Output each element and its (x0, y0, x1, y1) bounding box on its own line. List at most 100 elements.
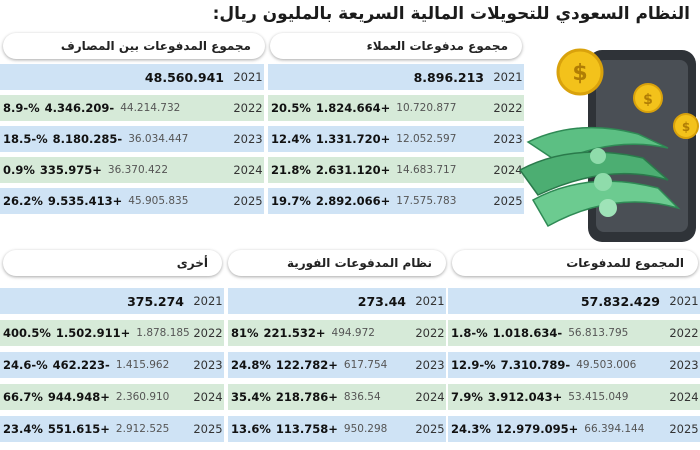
row-absolute-change: 2.631.120+ (315, 163, 391, 177)
row-percent-change: 400.5% (3, 326, 51, 340)
header-customers: مجموع مدفوعات العملاء (270, 33, 522, 59)
row-year: 2021 (193, 294, 223, 308)
table-row: 23.4% 551.615+ 2.912.525 2025 (0, 416, 224, 442)
row-total-value: 14.683.717 (396, 164, 457, 176)
row-absolute-change: 1.502.911+ (55, 326, 131, 340)
table-row: 81% 221.532+ 494.972 2022 (228, 320, 446, 346)
row-absolute-change: 7.310.789- (500, 358, 571, 372)
coin-icon-3 (673, 113, 699, 139)
row-percent-change: 35.4% (231, 390, 271, 404)
row-total-value: 2.360.910 (115, 391, 170, 403)
row-total-value: 49.503.006 (576, 359, 637, 371)
row-year: 2025 (415, 422, 445, 436)
row-total-value: 273.44 (357, 293, 406, 309)
row-year: 2025 (669, 422, 699, 436)
row-year: 2024 (415, 390, 445, 404)
row-total-value: 53.415.049 (568, 391, 629, 403)
svg-text:$: $ (643, 92, 653, 108)
table-row: 8.896.213 2021 (268, 64, 524, 90)
row-year: 2025 (493, 194, 523, 208)
row-percent-change: 0.9% (3, 163, 35, 177)
row-absolute-change: 462.223- (52, 358, 110, 372)
row-absolute-change: 8.180.285- (52, 132, 123, 146)
row-absolute-change: 218.786+ (275, 390, 338, 404)
row-absolute-change: 1.331.720+ (315, 132, 391, 146)
table-row: 24.8% 122.782+ 617.754 2023 (228, 352, 446, 378)
page-title: النظام السعودي للتحويلات المالية السريعة… (212, 4, 690, 24)
row-year: 2023 (193, 358, 223, 372)
row-percent-change: 20.5% (271, 101, 311, 115)
table-row: 24.3% 12.979.095+ 66.394.144 2025 (448, 416, 700, 442)
table-row: 12.9-% 7.310.789- 49.503.006 2023 (448, 352, 700, 378)
row-total-value: 57.832.429 (580, 293, 660, 309)
table-row: 19.7% 2.892.066+ 17.575.783 2025 (268, 188, 524, 214)
table-row: 35.4% 218.786+ 836.54 2024 (228, 384, 446, 410)
row-percent-change: 81% (231, 326, 259, 340)
table-row: 0.9% 335.975+ 36.370.422 2024 (0, 157, 264, 183)
table-row: 13.6% 113.758+ 950.298 2025 (228, 416, 446, 442)
row-percent-change: 24.3% (451, 422, 491, 436)
row-year: 2023 (669, 358, 699, 372)
row-total-value: 48.560.941 (144, 69, 224, 85)
row-total-value: 494.972 (331, 327, 375, 339)
row-absolute-change: 1.018.634- (492, 326, 563, 340)
row-percent-change: 66.7% (3, 390, 43, 404)
coin-icon (556, 48, 604, 96)
row-total-value: 1.415.962 (115, 359, 170, 371)
row-absolute-change: 335.975+ (39, 163, 102, 177)
row-absolute-change: 2.892.066+ (315, 194, 391, 208)
row-year: 2022 (233, 101, 263, 115)
row-absolute-change: 1.824.664+ (315, 101, 391, 115)
table-row: 8.9-% 4.346.209- 44.214.732 2022 (0, 95, 264, 121)
row-year: 2025 (233, 194, 263, 208)
row-percent-change: 26.2% (3, 194, 43, 208)
row-absolute-change: 944.948+ (47, 390, 110, 404)
row-absolute-change: 3.912.043+ (487, 390, 563, 404)
coin-icon-2 (633, 83, 663, 113)
row-total-value: 44.214.732 (120, 102, 181, 114)
row-percent-change: 12.4% (271, 132, 311, 146)
row-total-value: 950.298 (343, 423, 388, 435)
row-year: 2021 (415, 294, 445, 308)
row-total-value: 36.370.422 (107, 164, 169, 176)
row-year: 2024 (233, 163, 263, 177)
row-absolute-change: 4.346.209- (44, 101, 115, 115)
row-absolute-change: 12.979.095+ (495, 422, 579, 436)
row-absolute-change: 551.615+ (47, 422, 110, 436)
table-row: 375.274 2021 (0, 288, 224, 314)
row-percent-change: 12.9-% (451, 358, 496, 372)
header-instant: نظام المدفوعات الفورية (228, 250, 446, 276)
table-row: 1.8-% 1.018.634- 56.813.795 2022 (448, 320, 700, 346)
row-absolute-change: 122.782+ (275, 358, 338, 372)
row-percent-change: 13.6% (231, 422, 271, 436)
row-total-value: 36.034.447 (128, 133, 189, 145)
table-row: 21.8% 2.631.120+ 14.683.717 2024 (268, 157, 524, 183)
row-percent-change: 7.9% (451, 390, 483, 404)
header-other: أخرى (3, 250, 222, 276)
row-year: 2025 (193, 422, 223, 436)
row-year: 2023 (415, 358, 445, 372)
row-percent-change: 21.8% (271, 163, 311, 177)
row-percent-change: 23.4% (3, 422, 43, 436)
row-year: 2022 (669, 326, 699, 340)
row-year: 2023 (233, 132, 263, 146)
row-year: 2021 (669, 294, 699, 308)
row-year: 2024 (669, 390, 699, 404)
table-row: 273.44 2021 (228, 288, 446, 314)
table-row: 18.5-% 8.180.285- 36.034.447 2023 (0, 126, 264, 152)
row-year: 2022 (493, 101, 523, 115)
row-total-value: 617.754 (343, 359, 388, 371)
svg-text:$: $ (572, 61, 587, 86)
row-percent-change: 19.7% (271, 194, 311, 208)
row-total-value: 2.912.525 (115, 423, 170, 435)
phone-money-illustration: $ $ $ (518, 48, 699, 242)
row-total-value: 1.878.185 (136, 327, 190, 339)
table-row: 24.6-% 462.223- 1.415.962 2023 (0, 352, 224, 378)
banknotes-icon (518, 126, 681, 228)
row-total-value: 66.394.144 (584, 423, 645, 435)
row-percent-change: 24.6-% (3, 358, 48, 372)
row-year: 2022 (193, 326, 223, 340)
table-row: 7.9% 3.912.043+ 53.415.049 2024 (448, 384, 700, 410)
table-row: 57.832.429 2021 (448, 288, 700, 314)
row-total-value: 56.813.795 (568, 327, 629, 339)
